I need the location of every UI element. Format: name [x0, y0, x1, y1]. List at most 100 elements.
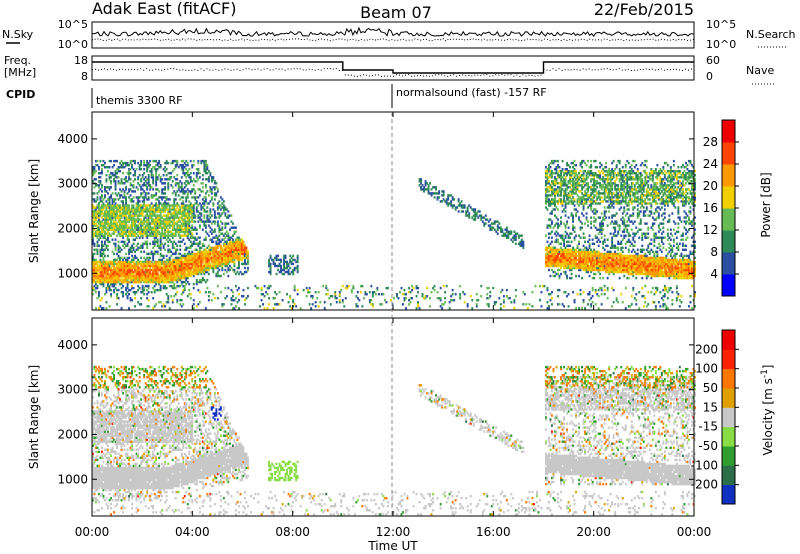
- power-cell: [111, 218, 114, 221]
- power-cell: [93, 234, 96, 237]
- power-cell: [126, 204, 129, 207]
- power-cell: [117, 214, 120, 217]
- power-cell: [560, 242, 563, 246]
- nave-point: [540, 74, 542, 76]
- power-cell: [573, 198, 576, 201]
- power-cell: [122, 208, 125, 211]
- power-cell: [98, 206, 100, 209]
- power-cell: [105, 266, 108, 270]
- power-cell: [99, 272, 102, 276]
- power-cell: [213, 220, 216, 223]
- power-cell: [123, 270, 126, 274]
- power-cell: [96, 297, 99, 300]
- power-cell: [125, 268, 128, 272]
- nave-point: [92, 69, 93, 71]
- power-cell: [122, 212, 125, 215]
- power-cell: [92, 210, 94, 213]
- power-cell: [182, 200, 185, 203]
- power-cell: [123, 214, 126, 217]
- power-cell: [131, 286, 134, 290]
- power-cell: [92, 262, 94, 266]
- nave-point: [167, 68, 169, 70]
- power-cell: [245, 246, 248, 250]
- power-cell: [122, 268, 125, 272]
- power-cell: [108, 200, 111, 203]
- power-cell: [123, 246, 126, 250]
- power-cell: [117, 216, 120, 219]
- power-cell: [238, 264, 240, 268]
- power-cell: [111, 212, 114, 215]
- power-cell: [98, 218, 100, 221]
- power-cell: [143, 172, 146, 175]
- power-cell: [93, 210, 96, 213]
- power-cell: [540, 305, 543, 308]
- power-cell: [531, 291, 534, 294]
- power-cell: [213, 297, 216, 300]
- power-cell: [125, 244, 128, 248]
- power-cell: [155, 192, 158, 195]
- power-cell: [132, 234, 135, 237]
- power-cell: [191, 250, 194, 254]
- power-cell: [107, 274, 109, 278]
- nave-point: [579, 69, 581, 71]
- power-cell: [162, 254, 165, 258]
- nave-point: [203, 69, 205, 71]
- power-cell: [93, 214, 96, 217]
- power-cell: [338, 291, 341, 294]
- power-cell: [147, 284, 150, 288]
- power-cell: [492, 286, 495, 290]
- power-cell: [116, 194, 119, 197]
- power-cell: [176, 174, 179, 177]
- power-cell: [102, 258, 105, 262]
- power-cell: [222, 200, 225, 203]
- power-cell: [474, 208, 477, 211]
- power-cell: [575, 234, 578, 237]
- power-cell: [164, 186, 167, 189]
- power-cell: [212, 202, 215, 205]
- power-cell: [104, 293, 106, 296]
- power-cell: [95, 224, 97, 227]
- power-cell: [93, 276, 96, 280]
- power-cell: [108, 240, 111, 244]
- nave-point: [311, 69, 313, 71]
- power-cell: [403, 288, 406, 292]
- power-cell: [108, 218, 111, 221]
- power-cell: [123, 210, 126, 213]
- power-cell: [102, 222, 105, 225]
- power-cell: [96, 159, 99, 163]
- power-cell: [204, 307, 207, 310]
- power-cell: [126, 216, 129, 219]
- power-cell: [268, 303, 271, 306]
- power-cell: [132, 274, 135, 278]
- nave-point: [507, 74, 509, 76]
- nave-point: [600, 68, 602, 70]
- power-cell: [113, 266, 116, 270]
- power-cell: [210, 214, 213, 217]
- power-cell: [107, 192, 109, 195]
- power-cell: [128, 176, 131, 179]
- power-cell: [95, 159, 97, 163]
- nave-tick-low: 0: [706, 70, 713, 83]
- power-cell: [114, 246, 117, 250]
- power-cell: [105, 186, 108, 189]
- power-cell: [227, 286, 230, 290]
- nave-point: [230, 69, 232, 71]
- power-cell: [131, 268, 134, 272]
- power-cell: [105, 174, 108, 177]
- power-cell: [281, 299, 284, 302]
- power-cell: [102, 206, 105, 209]
- power-cell: [96, 252, 99, 256]
- power-cell: [578, 274, 581, 278]
- power-cell: [93, 266, 96, 270]
- nave-point: [516, 74, 518, 76]
- power-cell: [114, 172, 117, 175]
- power-cell: [125, 276, 128, 280]
- nave-point: [504, 74, 506, 76]
- power-cell: [549, 274, 552, 278]
- nave-point: [374, 74, 376, 76]
- power-cell: [99, 234, 102, 237]
- power-cell: [98, 278, 100, 282]
- nsky-tick-low-left: 10^0: [58, 38, 88, 51]
- power-cell: [567, 293, 570, 296]
- power-cell: [216, 188, 219, 191]
